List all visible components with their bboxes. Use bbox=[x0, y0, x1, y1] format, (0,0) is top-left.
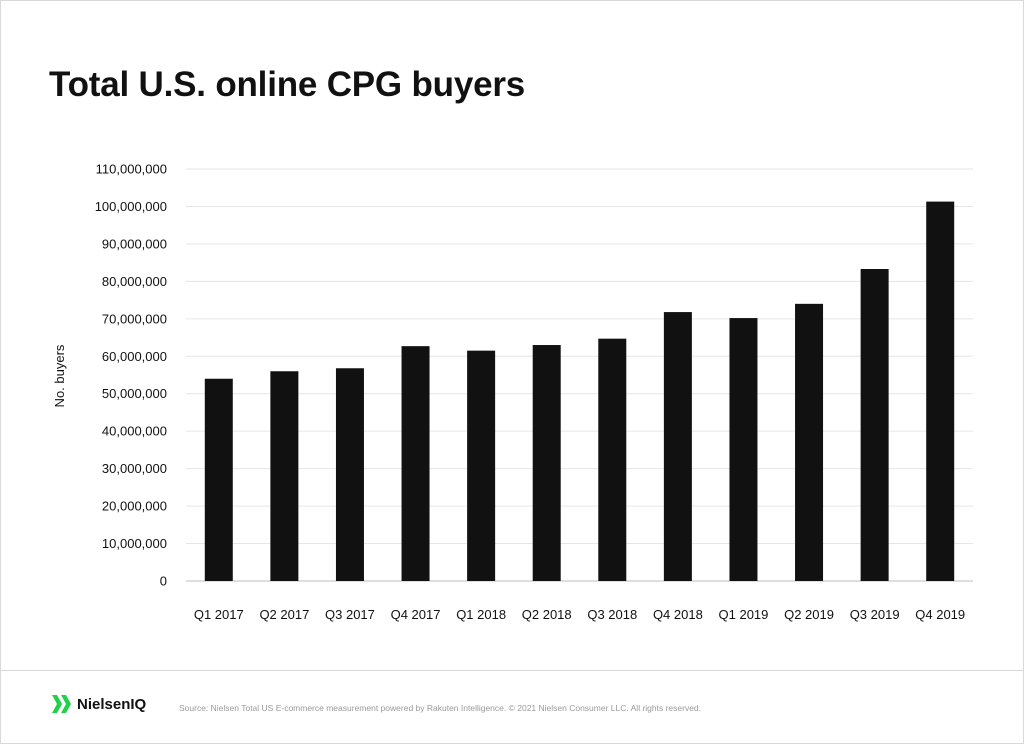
bar bbox=[532, 345, 561, 581]
brand-name: NielsenIQ bbox=[77, 695, 147, 713]
bar bbox=[270, 371, 299, 581]
y-tick-label: 70,000,000 bbox=[102, 311, 167, 326]
bar bbox=[860, 269, 889, 581]
y-tick-label: 80,000,000 bbox=[102, 274, 167, 289]
bar bbox=[467, 350, 496, 581]
y-tick-label: 40,000,000 bbox=[102, 424, 167, 439]
x-tick-label: Q4 2018 bbox=[653, 607, 703, 622]
x-tick-label: Q3 2018 bbox=[587, 607, 637, 622]
y-tick-label: 50,000,000 bbox=[102, 386, 167, 401]
x-tick-label: Q2 2017 bbox=[259, 607, 309, 622]
y-tick-label: 100,000,000 bbox=[95, 199, 167, 214]
y-tick-label: 90,000,000 bbox=[102, 236, 167, 251]
x-tick-label: Q2 2018 bbox=[522, 607, 572, 622]
y-tick-label: 110,000,000 bbox=[96, 162, 167, 177]
y-tick-label: 10,000,000 bbox=[102, 536, 167, 551]
bar bbox=[729, 318, 758, 581]
x-tick-label: Q3 2019 bbox=[850, 607, 900, 622]
x-tick-label: Q1 2017 bbox=[194, 607, 244, 622]
nielseniq-logo: NielsenIQ bbox=[51, 693, 146, 715]
x-tick-label: Q1 2019 bbox=[719, 607, 769, 622]
bar bbox=[663, 312, 692, 581]
y-axis-label: No. buyers bbox=[52, 344, 67, 407]
bar bbox=[204, 378, 233, 581]
y-tick-label: 0 bbox=[160, 574, 167, 589]
x-tick-label: Q4 2017 bbox=[391, 607, 441, 622]
x-tick-label: Q2 2019 bbox=[784, 607, 834, 622]
y-tick-label: 20,000,000 bbox=[102, 499, 167, 514]
nielseniq-logo-icon bbox=[52, 695, 71, 713]
y-tick-label: 60,000,000 bbox=[102, 349, 167, 364]
bar bbox=[926, 201, 955, 581]
bar bbox=[795, 303, 824, 581]
x-tick-label: Q1 2018 bbox=[456, 607, 506, 622]
bar bbox=[335, 368, 364, 581]
chart-title: Total U.S. online CPG buyers bbox=[49, 65, 526, 104]
y-tick-label: 30,000,000 bbox=[102, 461, 167, 476]
x-tick-label: Q3 2017 bbox=[325, 607, 375, 622]
footer: NielsenIQ Source: Nielsen Total US E-com… bbox=[1, 670, 1023, 744]
bar-chart: 0 10,000,000 20,000,000 30,000,000 40,000,00… bbox=[52, 162, 973, 622]
x-tick-label: Q4 2019 bbox=[915, 607, 965, 622]
source-note: Source: Nielsen Total US E-commerce meas… bbox=[179, 703, 702, 713]
bar bbox=[401, 346, 430, 581]
bar bbox=[598, 338, 627, 581]
